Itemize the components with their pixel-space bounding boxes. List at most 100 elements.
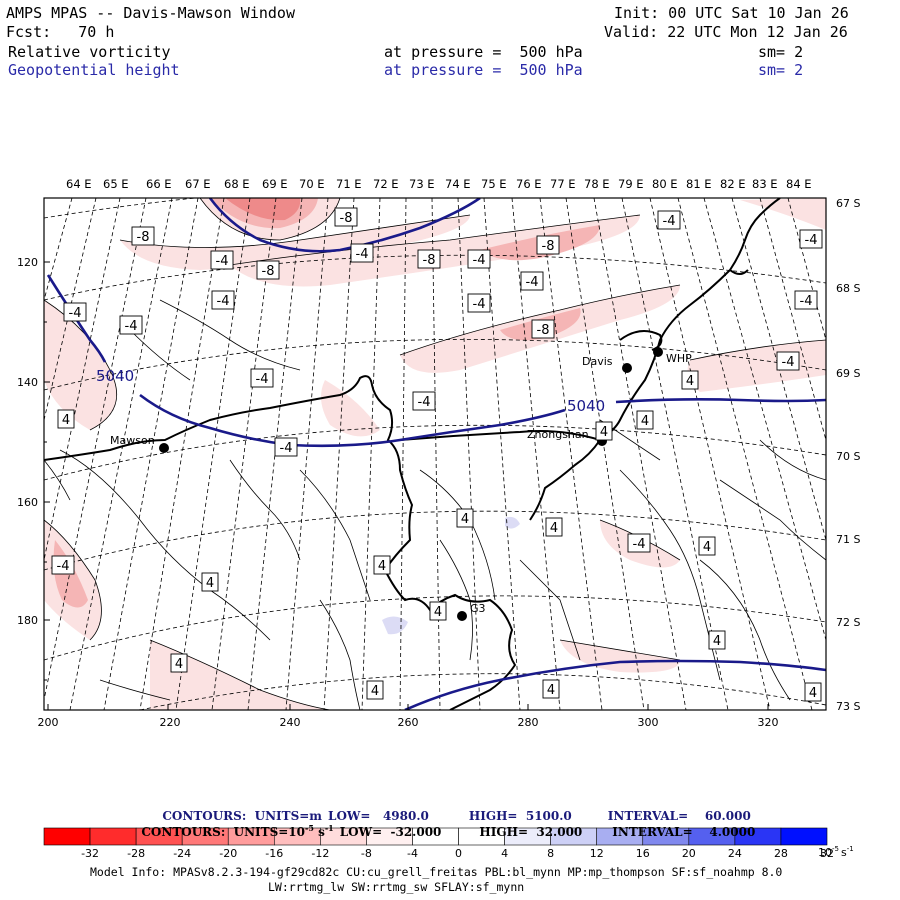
lat-label: 72 S bbox=[836, 616, 860, 629]
svg-text:-4: -4 bbox=[125, 319, 138, 334]
colorbar-tick-label: -12 bbox=[311, 847, 329, 860]
axis-ticks bbox=[44, 261, 769, 710]
height-contour-info: CONTOURS: UNITS=m LOW= 4980.0 HIGH= 5100.0… bbox=[162, 809, 751, 823]
lon-label: 83 E bbox=[752, 177, 778, 191]
svg-text:4: 4 bbox=[550, 521, 558, 536]
vorticity-label: -4 bbox=[467, 293, 491, 313]
y-label: 140 bbox=[17, 376, 38, 389]
vorticity-label: -4 bbox=[51, 555, 75, 575]
x-label: 220 bbox=[160, 716, 181, 729]
vorticity-label: -8 bbox=[334, 207, 358, 227]
colorbar-tick-label: 24 bbox=[728, 847, 742, 860]
vorticity-label: 4 bbox=[595, 421, 613, 441]
lat-label: 70 S bbox=[836, 450, 860, 463]
vorticity-label: -8 bbox=[536, 235, 560, 255]
field1-smoothing: sm= 2 bbox=[758, 43, 804, 61]
svg-text:-4: -4 bbox=[57, 559, 70, 574]
lon-label: 75 E bbox=[481, 177, 507, 191]
lon-label: 77 E bbox=[550, 177, 576, 191]
vorticity-label: -4 bbox=[350, 243, 374, 263]
station-label-zhongshan: Zhongshan bbox=[527, 428, 589, 441]
colorbar-tick-label: 16 bbox=[636, 847, 650, 860]
vorticity-label: -4 bbox=[467, 249, 491, 269]
x-label: 240 bbox=[280, 716, 301, 729]
vorticity-label: -4 bbox=[799, 229, 823, 249]
vorticity-label: 4 bbox=[366, 680, 384, 700]
svg-text:-4: -4 bbox=[473, 297, 486, 312]
lon-label: 71 E bbox=[336, 177, 362, 191]
colorbar-tick-label: -20 bbox=[219, 847, 237, 860]
colorbar-tick-label: -24 bbox=[173, 847, 191, 860]
vorticity-label: 4 bbox=[429, 601, 447, 621]
x-label: 320 bbox=[758, 716, 779, 729]
vorticity-label: -4 bbox=[520, 271, 544, 291]
vorticity-label: 4 bbox=[681, 370, 699, 390]
field2-name: Geopotential height bbox=[8, 61, 180, 79]
svg-text:-4: -4 bbox=[280, 441, 293, 456]
svg-text:4: 4 bbox=[461, 512, 469, 527]
station-marker-davis bbox=[622, 363, 632, 373]
field2-smoothing: sm= 2 bbox=[758, 61, 804, 79]
svg-text:-8: -8 bbox=[542, 239, 555, 254]
model-info-line1: Model Info: MPASv8.2.3-194-gf29cd82c CU:… bbox=[90, 865, 783, 879]
vorticity-label: -4 bbox=[776, 351, 800, 371]
vorticity-label: -4 bbox=[250, 368, 274, 388]
colorbar-tick-label: 20 bbox=[682, 847, 696, 860]
y-label: 160 bbox=[17, 496, 38, 509]
field2-level: at pressure = 500 hPa bbox=[384, 61, 583, 79]
svg-text:-4: -4 bbox=[216, 254, 229, 269]
station-marker-mawson bbox=[159, 443, 169, 453]
valid-time: Valid: 22 UTC Mon 12 Jan 26 bbox=[604, 23, 848, 41]
vorticity-label: -4 bbox=[627, 533, 651, 553]
init-time: Init: 00 UTC Sat 10 Jan 26 bbox=[614, 4, 849, 22]
svg-text:4: 4 bbox=[641, 414, 649, 429]
vorticity-label: 4 bbox=[57, 409, 75, 429]
colorbar-tick-labels: -32 -28 -24 -20 -16 -12 -8 -4 0 4 8 12 16 20 24 28 32 bbox=[81, 847, 834, 860]
height-contours bbox=[46, 198, 826, 710]
svg-text:-4: -4 bbox=[800, 294, 813, 309]
svg-text:-4: -4 bbox=[663, 214, 676, 229]
svg-text:4: 4 bbox=[686, 374, 694, 389]
x-label: 280 bbox=[518, 716, 539, 729]
station-label-whp: WHP bbox=[666, 352, 692, 365]
lat-label: 71 S bbox=[836, 533, 860, 546]
svg-text:-4: -4 bbox=[356, 247, 369, 262]
colorbar-tick-label: 32 bbox=[820, 847, 834, 860]
field1-name: Relative vorticity bbox=[8, 43, 171, 61]
station-marker-g3 bbox=[457, 611, 467, 621]
colorbar-tick-label: 8 bbox=[547, 847, 554, 860]
vorticity-label: -4 bbox=[63, 302, 87, 322]
height-label: 5040 bbox=[96, 367, 134, 385]
svg-text:-4: -4 bbox=[217, 294, 230, 309]
vorticity-label: -4 bbox=[657, 210, 681, 230]
svg-text:-8: -8 bbox=[262, 264, 275, 279]
svg-text:-4: -4 bbox=[805, 233, 818, 248]
colorbar-tick-label: 12 bbox=[590, 847, 604, 860]
field1-level: at pressure = 500 hPa bbox=[384, 43, 583, 61]
colorbar-swatch bbox=[780, 827, 828, 846]
vorticity-label: -4 bbox=[412, 391, 436, 411]
vorticity-label: -8 bbox=[531, 319, 555, 339]
colorbar-tick-label: -16 bbox=[265, 847, 283, 860]
svg-text:4: 4 bbox=[371, 684, 379, 699]
colorbar-swatch bbox=[89, 827, 137, 846]
height-contour-labels: 5040 5040 bbox=[96, 367, 605, 415]
lat-label: 73 S bbox=[836, 700, 860, 713]
svg-text:4: 4 bbox=[434, 605, 442, 620]
lon-label: 79 E bbox=[618, 177, 644, 191]
station-label-g3: G3 bbox=[470, 602, 486, 615]
lon-label: 78 E bbox=[584, 177, 610, 191]
map-frame bbox=[43, 197, 827, 711]
stations: Mawson Davis WHP Zhongshan G3 bbox=[110, 347, 692, 621]
x-label: 200 bbox=[38, 716, 59, 729]
lon-label: 84 E bbox=[786, 177, 812, 191]
svg-text:4: 4 bbox=[62, 413, 70, 428]
colorbar bbox=[43, 827, 828, 846]
vorticity-label: -4 bbox=[210, 250, 234, 270]
lon-label: 69 E bbox=[262, 177, 288, 191]
svg-text:-8: -8 bbox=[423, 253, 436, 268]
station-label-mawson: Mawson bbox=[110, 434, 155, 447]
vorticity-label: -4 bbox=[274, 437, 298, 457]
svg-text:-4: -4 bbox=[526, 275, 539, 290]
model-title: AMPS MPAS -- Davis-Mawson Window bbox=[6, 4, 295, 22]
